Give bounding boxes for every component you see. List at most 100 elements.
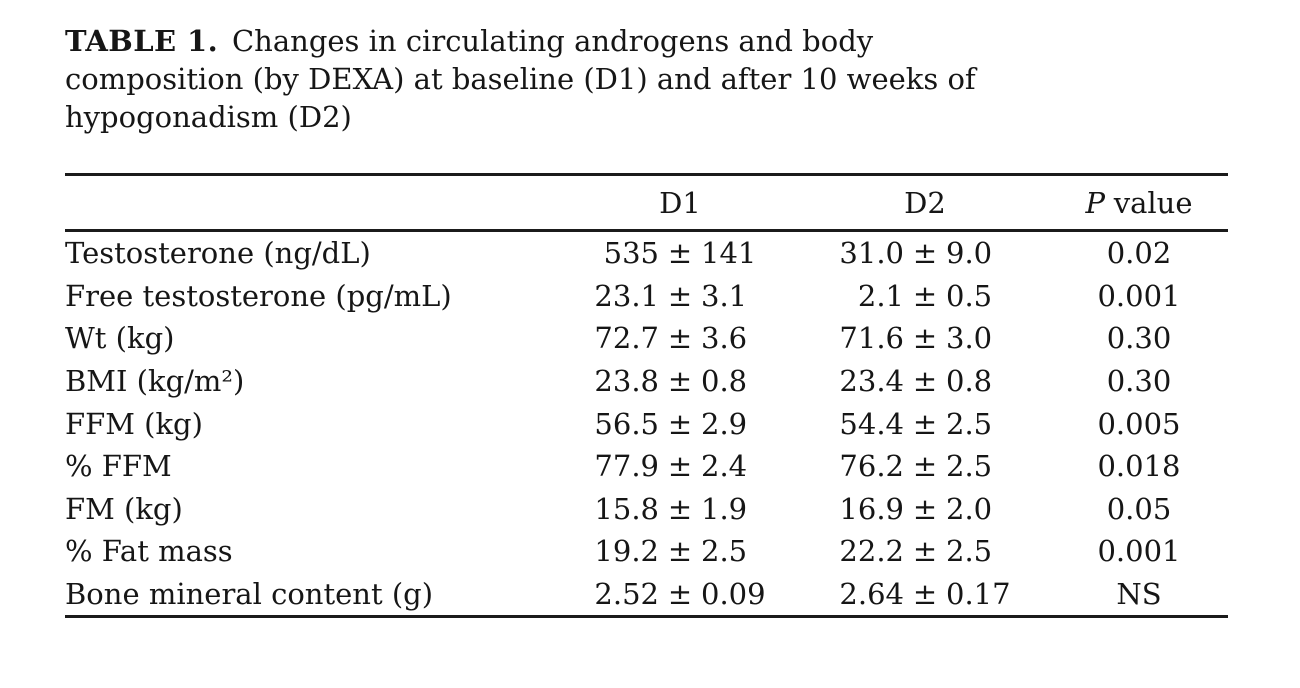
d2-sd-value: 2.5 [946, 534, 993, 569]
p-value-cell: 0.02 [1106, 236, 1172, 271]
d1-cell: 77.9 ±2.4 [560, 449, 800, 483]
plus-minus-symbol: ± [667, 577, 693, 612]
plus-minus-symbol: ± [667, 278, 693, 313]
d1-sd-value: 0.09 [701, 577, 766, 612]
p-value-cell: 0.018 [1097, 449, 1181, 484]
plus-minus-symbol: ± [667, 491, 693, 526]
d1-mean-value: 15.8 [594, 491, 659, 526]
header-rule [65, 229, 1228, 232]
d2-mean-value: 22.2 [839, 534, 904, 569]
plus-minus-symbol: ± [667, 534, 693, 569]
table-row: Bone mineral content (g) 2.52 ±0.09 2.64 ±… [65, 573, 1228, 616]
d1-mean-value: 77.9 [594, 449, 659, 484]
plus-minus-symbol: ± [667, 406, 693, 441]
d1-sd-value: 2.5 [701, 534, 748, 569]
plus-minus-symbol: ± [912, 406, 938, 441]
table-row: % FFM 77.9 ±2.4 76.2 ±2.5 0.018 [65, 445, 1228, 488]
d1-sd-value: 1.9 [701, 491, 748, 526]
caption-table-number: TABLE 1. [65, 24, 219, 58]
d2-sd-value: 2.0 [946, 491, 993, 526]
d1-cell: 23.1 ±3.1 [560, 279, 800, 313]
plus-minus-symbol: ± [912, 278, 938, 313]
top-rule [65, 173, 1228, 176]
table-row: FFM (kg) 56.5 ±2.9 54.4 ±2.5 0.005 [65, 402, 1228, 445]
d1-cell: 56.5 ±2.9 [560, 407, 800, 441]
row-label: FM (kg) [65, 491, 183, 526]
d1-mean-value: 56.5 [594, 406, 659, 441]
table-row: Wt (kg) 72.7 ±3.6 71.6 ±3.0 0.30 [65, 317, 1228, 360]
p-word: value [1113, 185, 1193, 220]
row-label: Free testosterone (pg/mL) [65, 278, 452, 313]
d2-mean-value: 31.0 [839, 236, 904, 271]
p-value-cell: 0.30 [1106, 321, 1172, 356]
d2-sd-value: 0.5 [946, 278, 993, 313]
paper-page: TABLE 1. Changes in circulating androgens… [65, 22, 1300, 619]
row-label: % Fat mass [65, 534, 233, 569]
d2-mean-value: 76.2 [839, 449, 904, 484]
p-value-cell: 0.005 [1097, 406, 1181, 441]
p-value-cell: 0.05 [1106, 491, 1172, 526]
plus-minus-symbol: ± [667, 236, 693, 271]
plus-minus-symbol: ± [912, 321, 938, 356]
row-label: FFM (kg) [65, 406, 203, 441]
d2-cell: 31.0 ±9.0 [800, 236, 1050, 270]
caption-text-line-1: Changes in circulating androgens and bod… [231, 24, 874, 58]
caption-line-2: composition (by DEXA) at baseline (D1) a… [65, 60, 1300, 98]
d1-sd-value: 3.6 [701, 321, 748, 356]
d2-mean-value: 23.4 [839, 364, 904, 399]
row-label: Testosterone (ng/dL) [65, 236, 371, 271]
d2-cell: 2.1 ±0.5 [800, 279, 1050, 313]
d1-mean-value: 23.8 [594, 364, 659, 399]
d2-mean-value: 16.9 [839, 491, 904, 526]
plus-minus-symbol: ± [912, 577, 938, 612]
caption-line-1: TABLE 1. Changes in circulating androgens… [65, 22, 1300, 60]
d2-mean-value: 54.4 [839, 406, 904, 441]
d1-cell: 15.8 ±1.9 [560, 492, 800, 526]
row-label: Bone mineral content (g) [65, 577, 434, 612]
d2-cell: 23.4 ±0.8 [800, 364, 1050, 398]
plus-minus-symbol: ± [667, 364, 693, 399]
plus-minus-symbol: ± [667, 321, 693, 356]
p-value-cell: NS [1116, 577, 1162, 612]
d2-sd-value: 0.8 [946, 364, 993, 399]
plus-minus-symbol: ± [667, 449, 693, 484]
row-label: Wt (kg) [65, 321, 175, 356]
table-row: Testosterone (ng/dL) 535 ±141 31.0 ±9.0 0.… [65, 232, 1228, 275]
d2-mean-value: 2.64 [839, 577, 904, 612]
d2-sd-value: 9.0 [946, 236, 993, 271]
d1-mean-value: 2.52 [594, 577, 659, 612]
d1-sd-value: 3.1 [701, 278, 748, 313]
column-header-d1: D1 [659, 185, 701, 220]
row-label: % FFM [65, 449, 172, 484]
d2-mean-value: 71.6 [839, 321, 904, 356]
table-caption: TABLE 1. Changes in circulating androgens… [65, 22, 1300, 136]
plus-minus-symbol: ± [912, 534, 938, 569]
table-row: FM (kg) 15.8 ±1.9 16.9 ±2.0 0.05 [65, 488, 1228, 531]
d2-sd-value: 0.17 [946, 577, 1011, 612]
column-header-d2: D2 [904, 185, 946, 220]
p-value-cell: 0.001 [1097, 534, 1181, 569]
caption-line-3: hypogonadism (D2) [65, 98, 1300, 136]
d2-cell: 2.64 ±0.17 [800, 577, 1050, 611]
d2-cell: 22.2 ±2.5 [800, 534, 1050, 568]
table-row: % Fat mass 19.2 ±2.5 22.2 ±2.5 0.001 [65, 530, 1228, 573]
d1-mean-value: 72.7 [594, 321, 659, 356]
d1-cell: 19.2 ±2.5 [560, 534, 800, 568]
d2-sd-value: 2.5 [946, 406, 993, 441]
d1-mean-value: 23.1 [594, 278, 659, 313]
p-value-cell: 0.30 [1106, 364, 1172, 399]
plus-minus-symbol: ± [912, 491, 938, 526]
d1-cell: 535 ±141 [560, 236, 800, 270]
d1-mean-value: 19.2 [594, 534, 659, 569]
d2-cell: 54.4 ±2.5 [800, 407, 1050, 441]
bottom-rule [65, 615, 1228, 619]
caption-text-line-2: composition (by DEXA) at baseline (D1) a… [65, 62, 976, 96]
d2-cell: 71.6 ±3.0 [800, 321, 1050, 355]
table-row: Free testosterone (pg/mL) 23.1 ±3.1 2.1 ±0… [65, 275, 1228, 318]
d1-sd-value: 0.8 [701, 364, 748, 399]
d1-sd-value: 141 [701, 236, 757, 271]
d1-cell: 72.7 ±3.6 [560, 321, 800, 355]
d1-sd-value: 2.4 [701, 449, 748, 484]
